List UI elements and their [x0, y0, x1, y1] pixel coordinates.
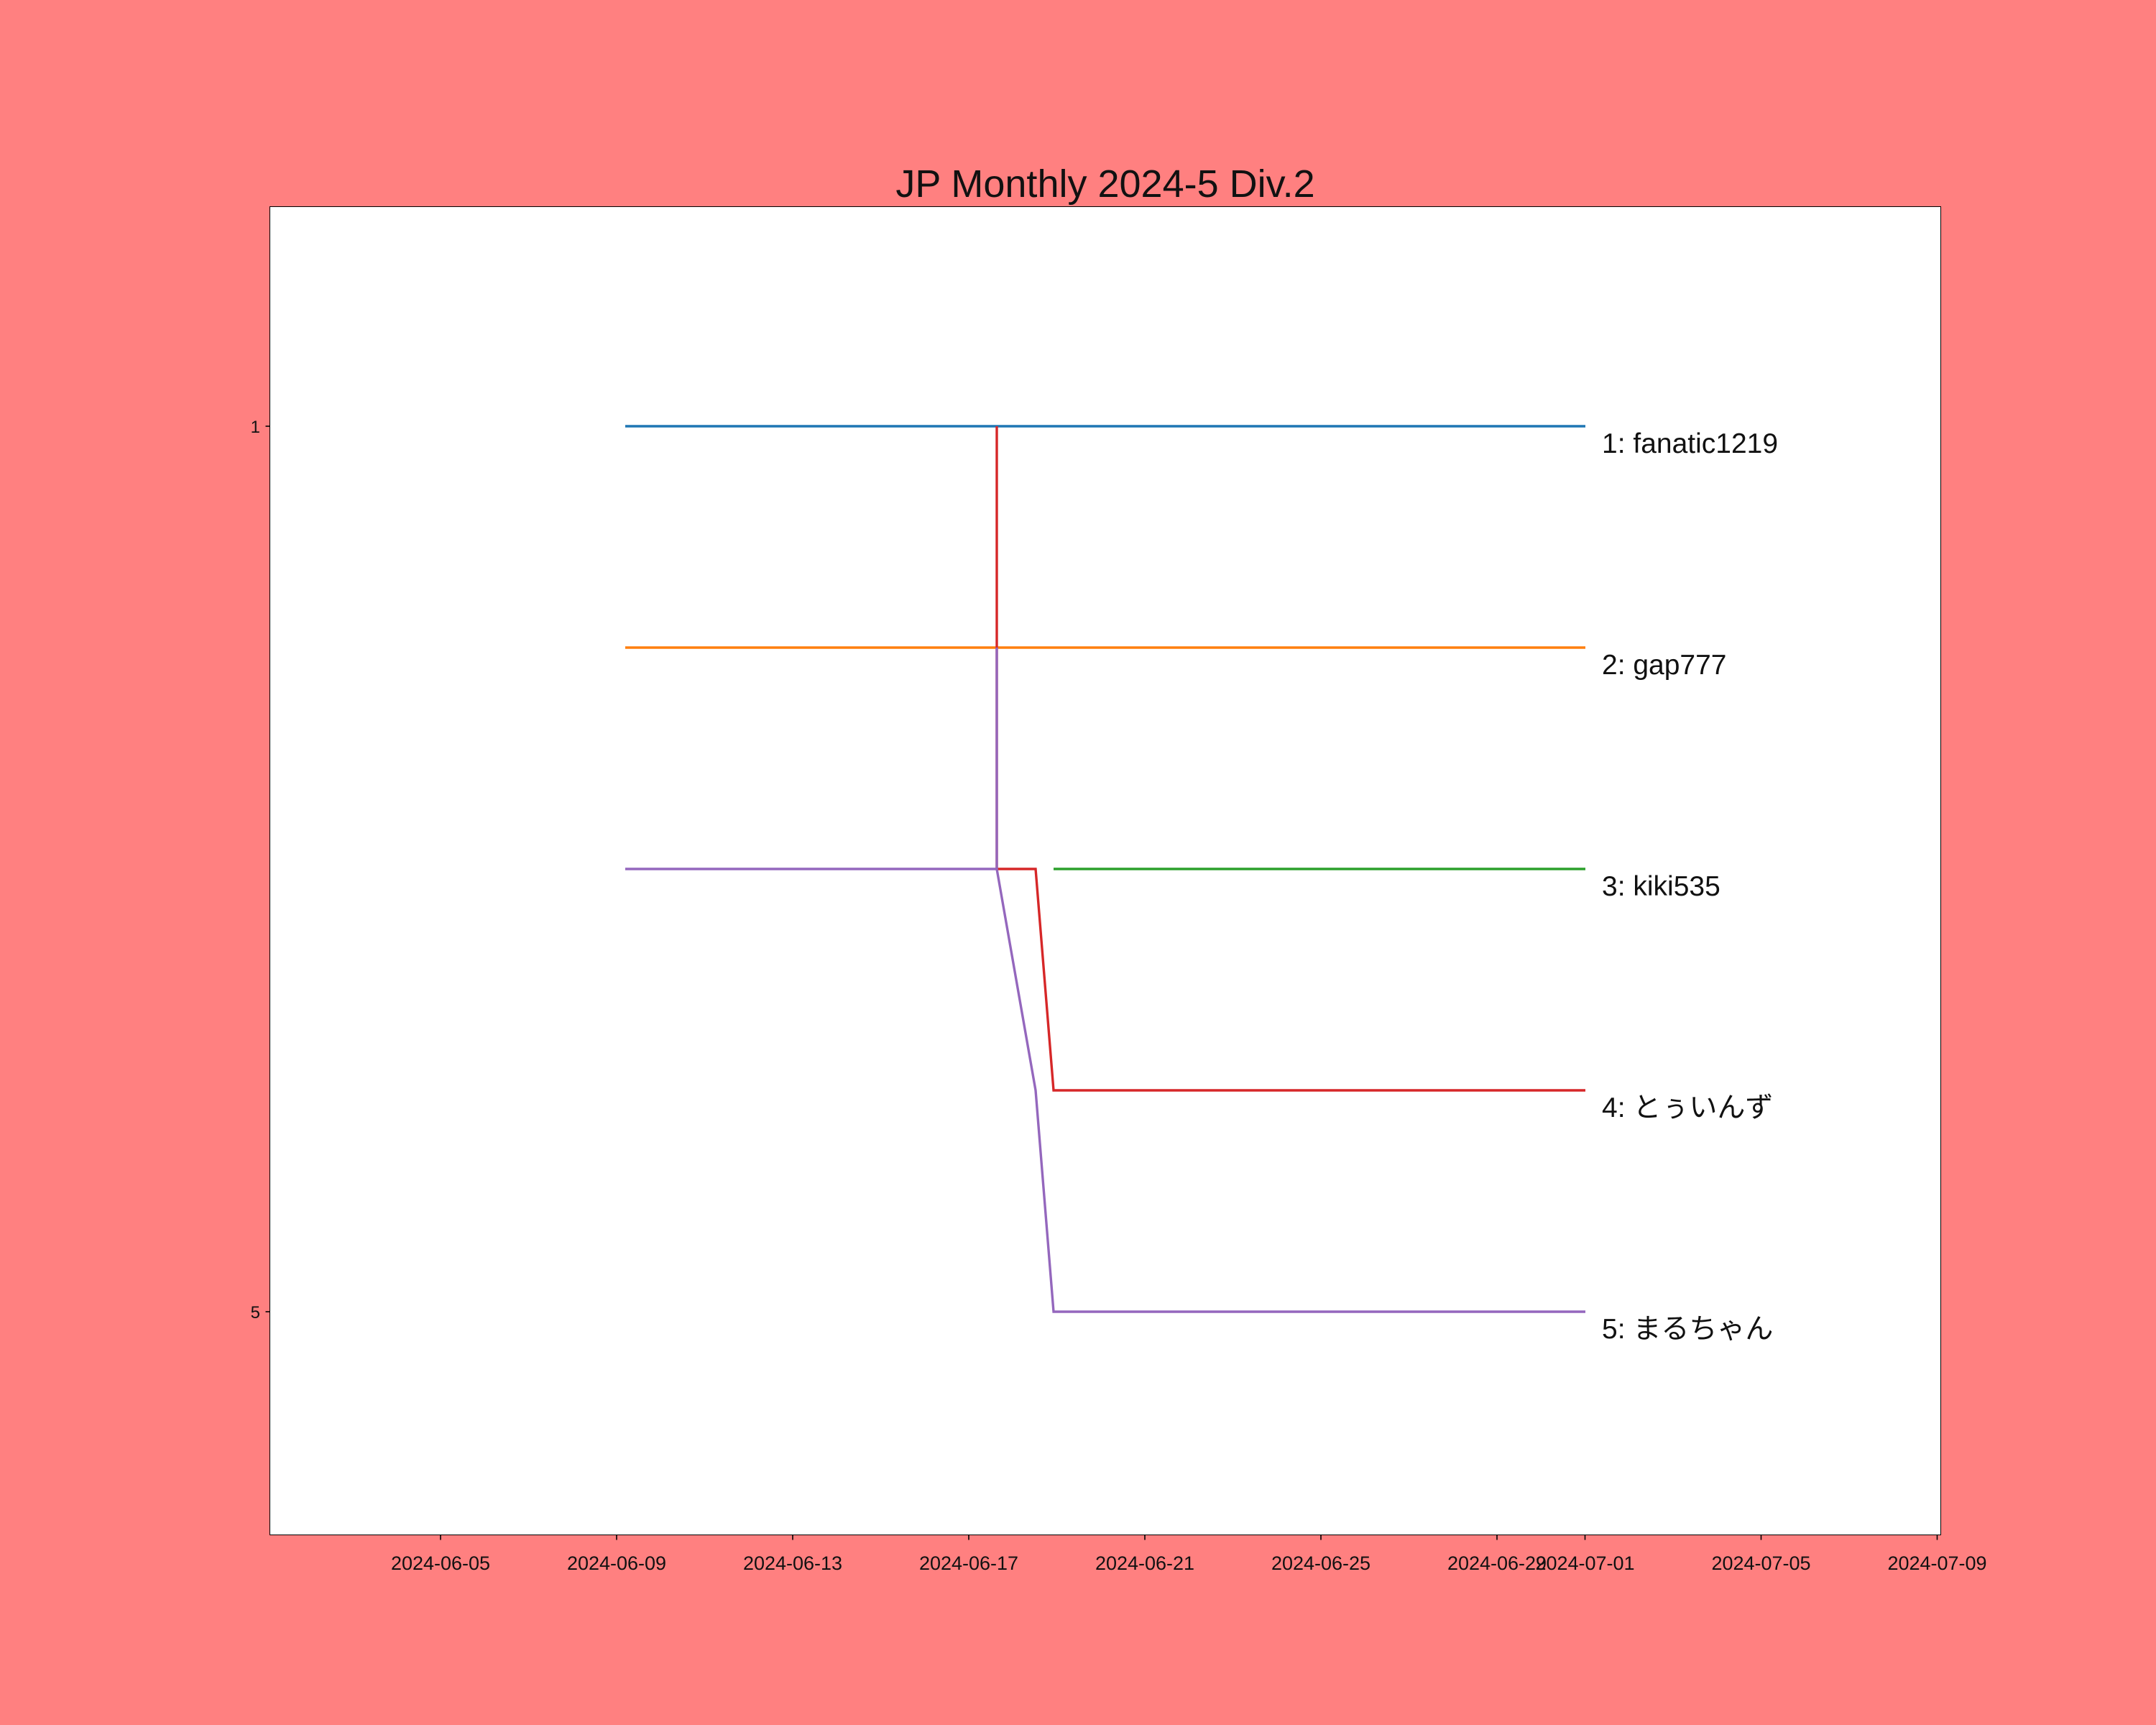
svg-text:2024-06-09: 2024-06-09 [567, 1552, 666, 1574]
svg-text:4: とぅいんず: 4: とぅいんず [1602, 1092, 1773, 1123]
svg-text:2: gap777: 2: gap777 [1602, 650, 1727, 681]
svg-text:2024-06-25: 2024-06-25 [1271, 1552, 1370, 1574]
svg-text:1: 1 [251, 418, 260, 437]
svg-text:5: 5 [251, 1303, 260, 1322]
svg-text:5: まるちゃん: 5: まるちゃん [1602, 1314, 1773, 1345]
svg-text:3: kiki535: 3: kiki535 [1602, 871, 1720, 902]
svg-text:2024-06-05: 2024-06-05 [391, 1552, 490, 1574]
svg-text:2024-06-17: 2024-06-17 [919, 1552, 1018, 1574]
svg-text:2024-07-05: 2024-07-05 [1711, 1552, 1810, 1574]
svg-text:2024-06-29: 2024-06-29 [1447, 1552, 1547, 1574]
svg-text:1: fanatic1219: 1: fanatic1219 [1602, 428, 1778, 459]
svg-text:2024-06-13: 2024-06-13 [743, 1552, 842, 1574]
svg-text:2024-07-01: 2024-07-01 [1535, 1552, 1634, 1574]
svg-text:2024-07-09: 2024-07-09 [1887, 1552, 1986, 1574]
svg-text:2024-06-21: 2024-06-21 [1095, 1552, 1194, 1574]
